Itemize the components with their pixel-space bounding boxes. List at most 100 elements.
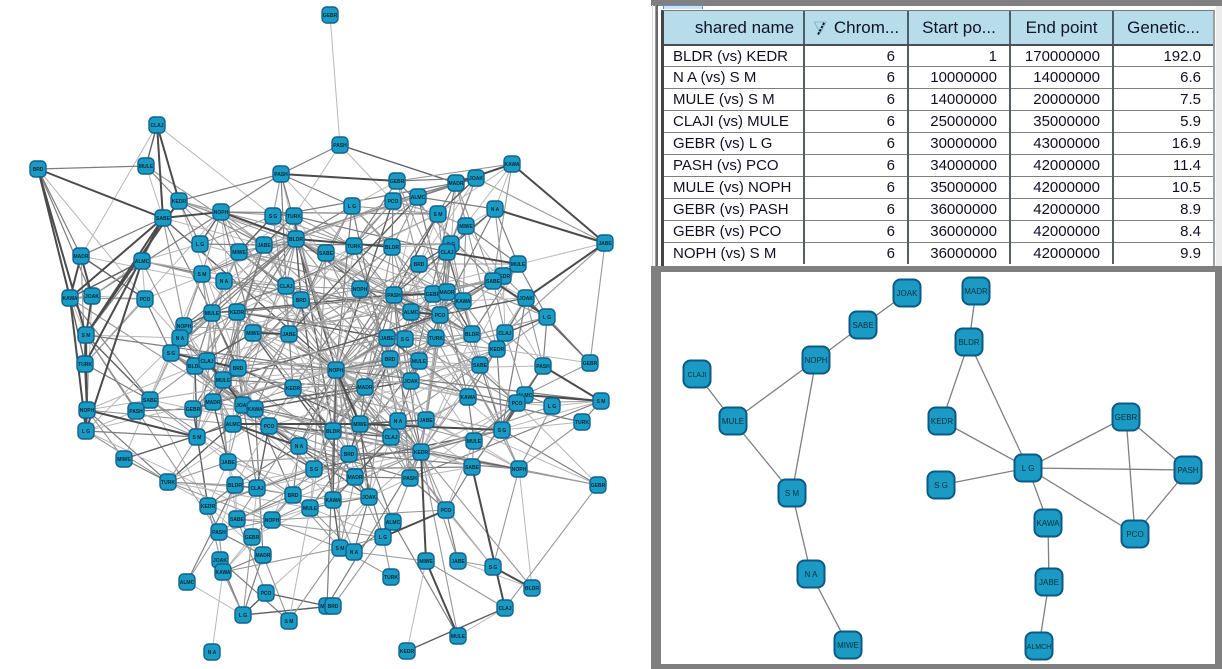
svg-text:KAWA: KAWA — [456, 299, 471, 305]
svg-text:L G: L G — [239, 613, 247, 619]
svg-text:S M: S M — [336, 546, 345, 552]
svg-text:MULE: MULE — [412, 359, 427, 365]
svg-text:NOPH: NOPH — [80, 408, 95, 414]
svg-text:S M: S M — [285, 619, 294, 625]
svg-text:MADR: MADR — [449, 181, 464, 187]
svg-text:L G: L G — [548, 404, 556, 410]
svg-text:MULE: MULE — [139, 164, 154, 170]
svg-text:L G: L G — [1022, 464, 1035, 473]
svg-text:TURK: TURK — [347, 244, 361, 250]
svg-text:JOAK: JOAK — [213, 558, 227, 564]
svg-text:SABE: SABE — [852, 321, 873, 330]
svg-text:CLAJ: CLAJ — [150, 123, 163, 129]
svg-text:PASH: PASH — [403, 476, 417, 482]
svg-text:ALMC: ALMC — [404, 310, 419, 316]
svg-text:PASH: PASH — [387, 293, 401, 299]
svg-text:L G: L G — [379, 535, 387, 541]
svg-text:SABE: SABE — [156, 216, 171, 222]
svg-text:MULE: MULE — [303, 506, 318, 512]
svg-text:S G: S G — [934, 481, 948, 490]
svg-text:PASH: PASH — [333, 143, 347, 149]
svg-text:MADR: MADR — [440, 290, 455, 296]
svg-text:ALMC: ALMC — [386, 520, 401, 526]
svg-text:NOPH: NOPH — [329, 368, 344, 374]
svg-text:JOAK: JOAK — [362, 495, 376, 501]
svg-text:N A: N A — [208, 650, 217, 656]
svg-text:BLDR: BLDR — [326, 429, 340, 435]
svg-text:BRD: BRD — [344, 452, 355, 458]
svg-text:KEDR: KEDR — [931, 417, 953, 426]
svg-text:N A: N A — [805, 570, 819, 579]
svg-text:JABE: JABE — [419, 418, 433, 424]
svg-text:TURK: TURK — [161, 480, 175, 486]
svg-text:NOPH: NOPH — [804, 356, 827, 365]
svg-text:MIWE: MIWE — [837, 641, 859, 650]
svg-text:BRD: BRD — [33, 167, 44, 173]
svg-text:BLDR: BLDR — [465, 332, 479, 338]
svg-text:BRD: BRD — [296, 298, 307, 304]
svg-text:KEDR: KEDR — [496, 274, 511, 280]
svg-text:PASH: PASH — [212, 530, 226, 536]
svg-text:KAWA: KAWA — [248, 407, 263, 413]
svg-text:BRD: BRD — [328, 604, 339, 610]
svg-text:S M: S M — [597, 399, 606, 405]
svg-text:BRD: BRD — [288, 493, 299, 499]
svg-text:S M: S M — [193, 435, 202, 441]
svg-text:PASH: PASH — [1177, 466, 1198, 475]
svg-text:N A: N A — [394, 419, 403, 425]
svg-text:CLAJ: CLAJ — [279, 284, 292, 290]
svg-text:CLAJ: CLAJ — [384, 435, 397, 441]
svg-text:GEBR: GEBR — [390, 179, 405, 185]
svg-text:CLAJ: CLAJ — [498, 606, 511, 612]
svg-text:ALMCH: ALMCH — [1027, 644, 1052, 651]
svg-text:PCO: PCO — [435, 313, 446, 319]
svg-text:BLDR: BLDR — [289, 237, 303, 243]
svg-text:BLDR: BLDR — [188, 364, 202, 370]
svg-text:BLDR: BLDR — [958, 338, 980, 347]
svg-text:BLDR: BLDR — [385, 245, 399, 251]
svg-text:TURK: TURK — [429, 336, 443, 342]
svg-text:S M: S M — [198, 272, 207, 278]
svg-text:N A: N A — [491, 207, 500, 213]
svg-text:MADR: MADR — [358, 385, 373, 391]
svg-text:N A: N A — [220, 279, 229, 285]
svg-text:TURK: TURK — [78, 362, 92, 368]
svg-text:PASH: PASH — [274, 172, 288, 178]
svg-text:MULE: MULE — [205, 311, 220, 317]
svg-text:PASH: PASH — [129, 409, 143, 415]
svg-text:S G: S G — [489, 565, 498, 571]
svg-text:JOAK: JOAK — [85, 294, 99, 300]
svg-text:CLAJ: CLAJ — [200, 359, 213, 365]
svg-text:MIWE: MIWE — [117, 457, 131, 463]
svg-text:PCO: PCO — [441, 508, 452, 514]
svg-text:TURK: TURK — [287, 214, 301, 220]
svg-text:ALMC: ALMC — [518, 393, 533, 399]
svg-text:NOPH: NOPH — [177, 324, 192, 330]
svg-text:SABE: SABE — [486, 279, 501, 285]
svg-text:S M: S M — [82, 333, 91, 339]
svg-text:KEDR: KEDR — [400, 649, 415, 655]
svg-text:MIWE: MIWE — [459, 224, 473, 230]
svg-text:MIWE: MIWE — [419, 559, 433, 565]
svg-text:JOAK: JOAK — [897, 289, 919, 298]
svg-text:ALMC: ALMC — [135, 259, 150, 265]
svg-text:JOAK: JOAK — [519, 296, 533, 302]
svg-text:SABE: SABE — [319, 251, 334, 257]
svg-text:SABE: SABE — [230, 517, 245, 523]
svg-text:N A: N A — [295, 444, 304, 450]
svg-text:KAWA: KAWA — [326, 498, 341, 504]
svg-text:MADR: MADR — [206, 400, 221, 406]
svg-text:JABE: JABE — [1039, 578, 1059, 587]
svg-text:MIWE: MIWE — [246, 331, 260, 337]
svg-text:ALMC: ALMC — [180, 580, 195, 586]
svg-text:PCO: PCO — [140, 297, 151, 303]
svg-text:GEBR: GEBR — [1115, 413, 1138, 422]
svg-text:L G: L G — [82, 429, 90, 435]
svg-text:N A: N A — [350, 550, 359, 556]
svg-text:KAWA: KAWA — [505, 162, 520, 168]
svg-text:JABE: JABE — [221, 460, 235, 466]
svg-text:JABE: JABE — [282, 332, 296, 338]
svg-text:BLDR: BLDR — [228, 483, 242, 489]
svg-text:SABE: SABE — [143, 398, 158, 404]
svg-text:KAWA: KAWA — [216, 570, 231, 576]
